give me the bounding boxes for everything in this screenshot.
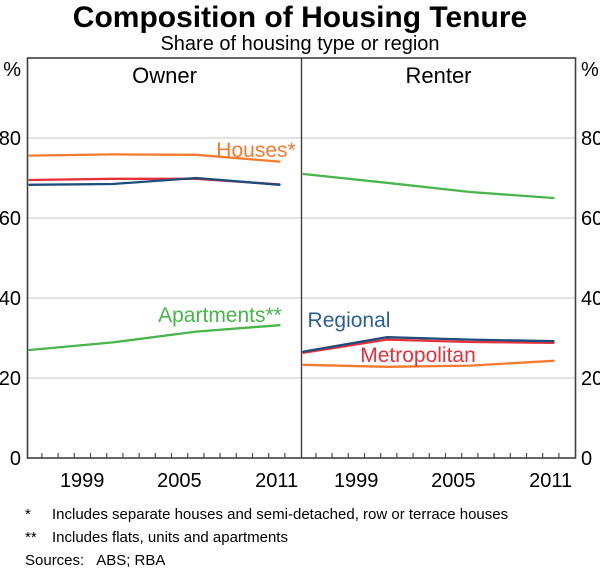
y-tick-label-right-80: 80 — [581, 128, 600, 150]
chart-title: Composition of Housing Tenure — [72, 1, 528, 34]
y-tick-label-left-40: 40 — [0, 288, 21, 310]
x-tick-label-renter-2011: 2011 — [529, 470, 572, 492]
x-tick-label-owner-2011: 2011 — [255, 470, 298, 492]
panel-title-renter: Renter — [405, 63, 471, 88]
line-renter-metropolitan — [302, 338, 555, 354]
series-label-apartments: Apartments** — [158, 304, 282, 327]
y-tick-label-left-60: 60 — [0, 208, 21, 230]
footnote-houses: * Includes separate houses and semi-deta… — [25, 506, 585, 524]
sources-line: Sources: ABS; RBA — [25, 552, 165, 570]
y-axis-unit-right: % — [581, 59, 599, 81]
y-tick-label-right-40: 40 — [581, 288, 600, 310]
footnotes: * Includes separate houses and semi-deta… — [25, 506, 585, 552]
line-renter-apartments — [302, 172, 555, 200]
series-label-metropolitan: Metropolitan — [360, 344, 476, 367]
y-tick-label-right-60: 60 — [581, 208, 600, 230]
line-owner-houses — [28, 153, 281, 163]
y-axis-unit-left: % — [3, 59, 21, 81]
series-label-regional: Regional — [308, 309, 391, 332]
panel-title-owner: Owner — [132, 63, 197, 88]
line-owner-apartments — [28, 324, 281, 352]
footnote-marker: ** — [25, 529, 37, 546]
y-tick-label-left-0: 0 — [10, 448, 21, 470]
line-renter-houses — [302, 359, 555, 368]
footnote-apartments: ** Includes flats, units and apartments — [25, 529, 585, 547]
x-tick-label-renter-1999: 1999 — [334, 470, 379, 492]
footnote-text: Includes separate houses and semi-detach… — [52, 506, 509, 523]
y-tick-label-left-80: 80 — [0, 128, 21, 150]
y-tick-label-right-0: 0 — [581, 448, 592, 470]
y-tick-label-left-20: 20 — [0, 368, 21, 390]
sources-label: Sources: — [25, 552, 85, 569]
line-owner-regional — [28, 176, 281, 186]
footnote-text: Includes flats, units and apartments — [52, 529, 288, 546]
footnote-marker: * — [25, 506, 31, 523]
x-tick-label-owner-1999: 1999 — [60, 470, 105, 492]
line-renter-regional — [302, 336, 555, 353]
sources-value: ABS; RBA — [96, 552, 166, 569]
x-tick-label-renter-2005: 2005 — [431, 470, 476, 492]
series-label-houses: Houses* — [216, 139, 295, 162]
y-tick-label-right-20: 20 — [581, 368, 600, 390]
chart-subtitle: Share of housing type or region — [160, 33, 440, 55]
x-tick-label-owner-2005: 2005 — [157, 470, 202, 492]
